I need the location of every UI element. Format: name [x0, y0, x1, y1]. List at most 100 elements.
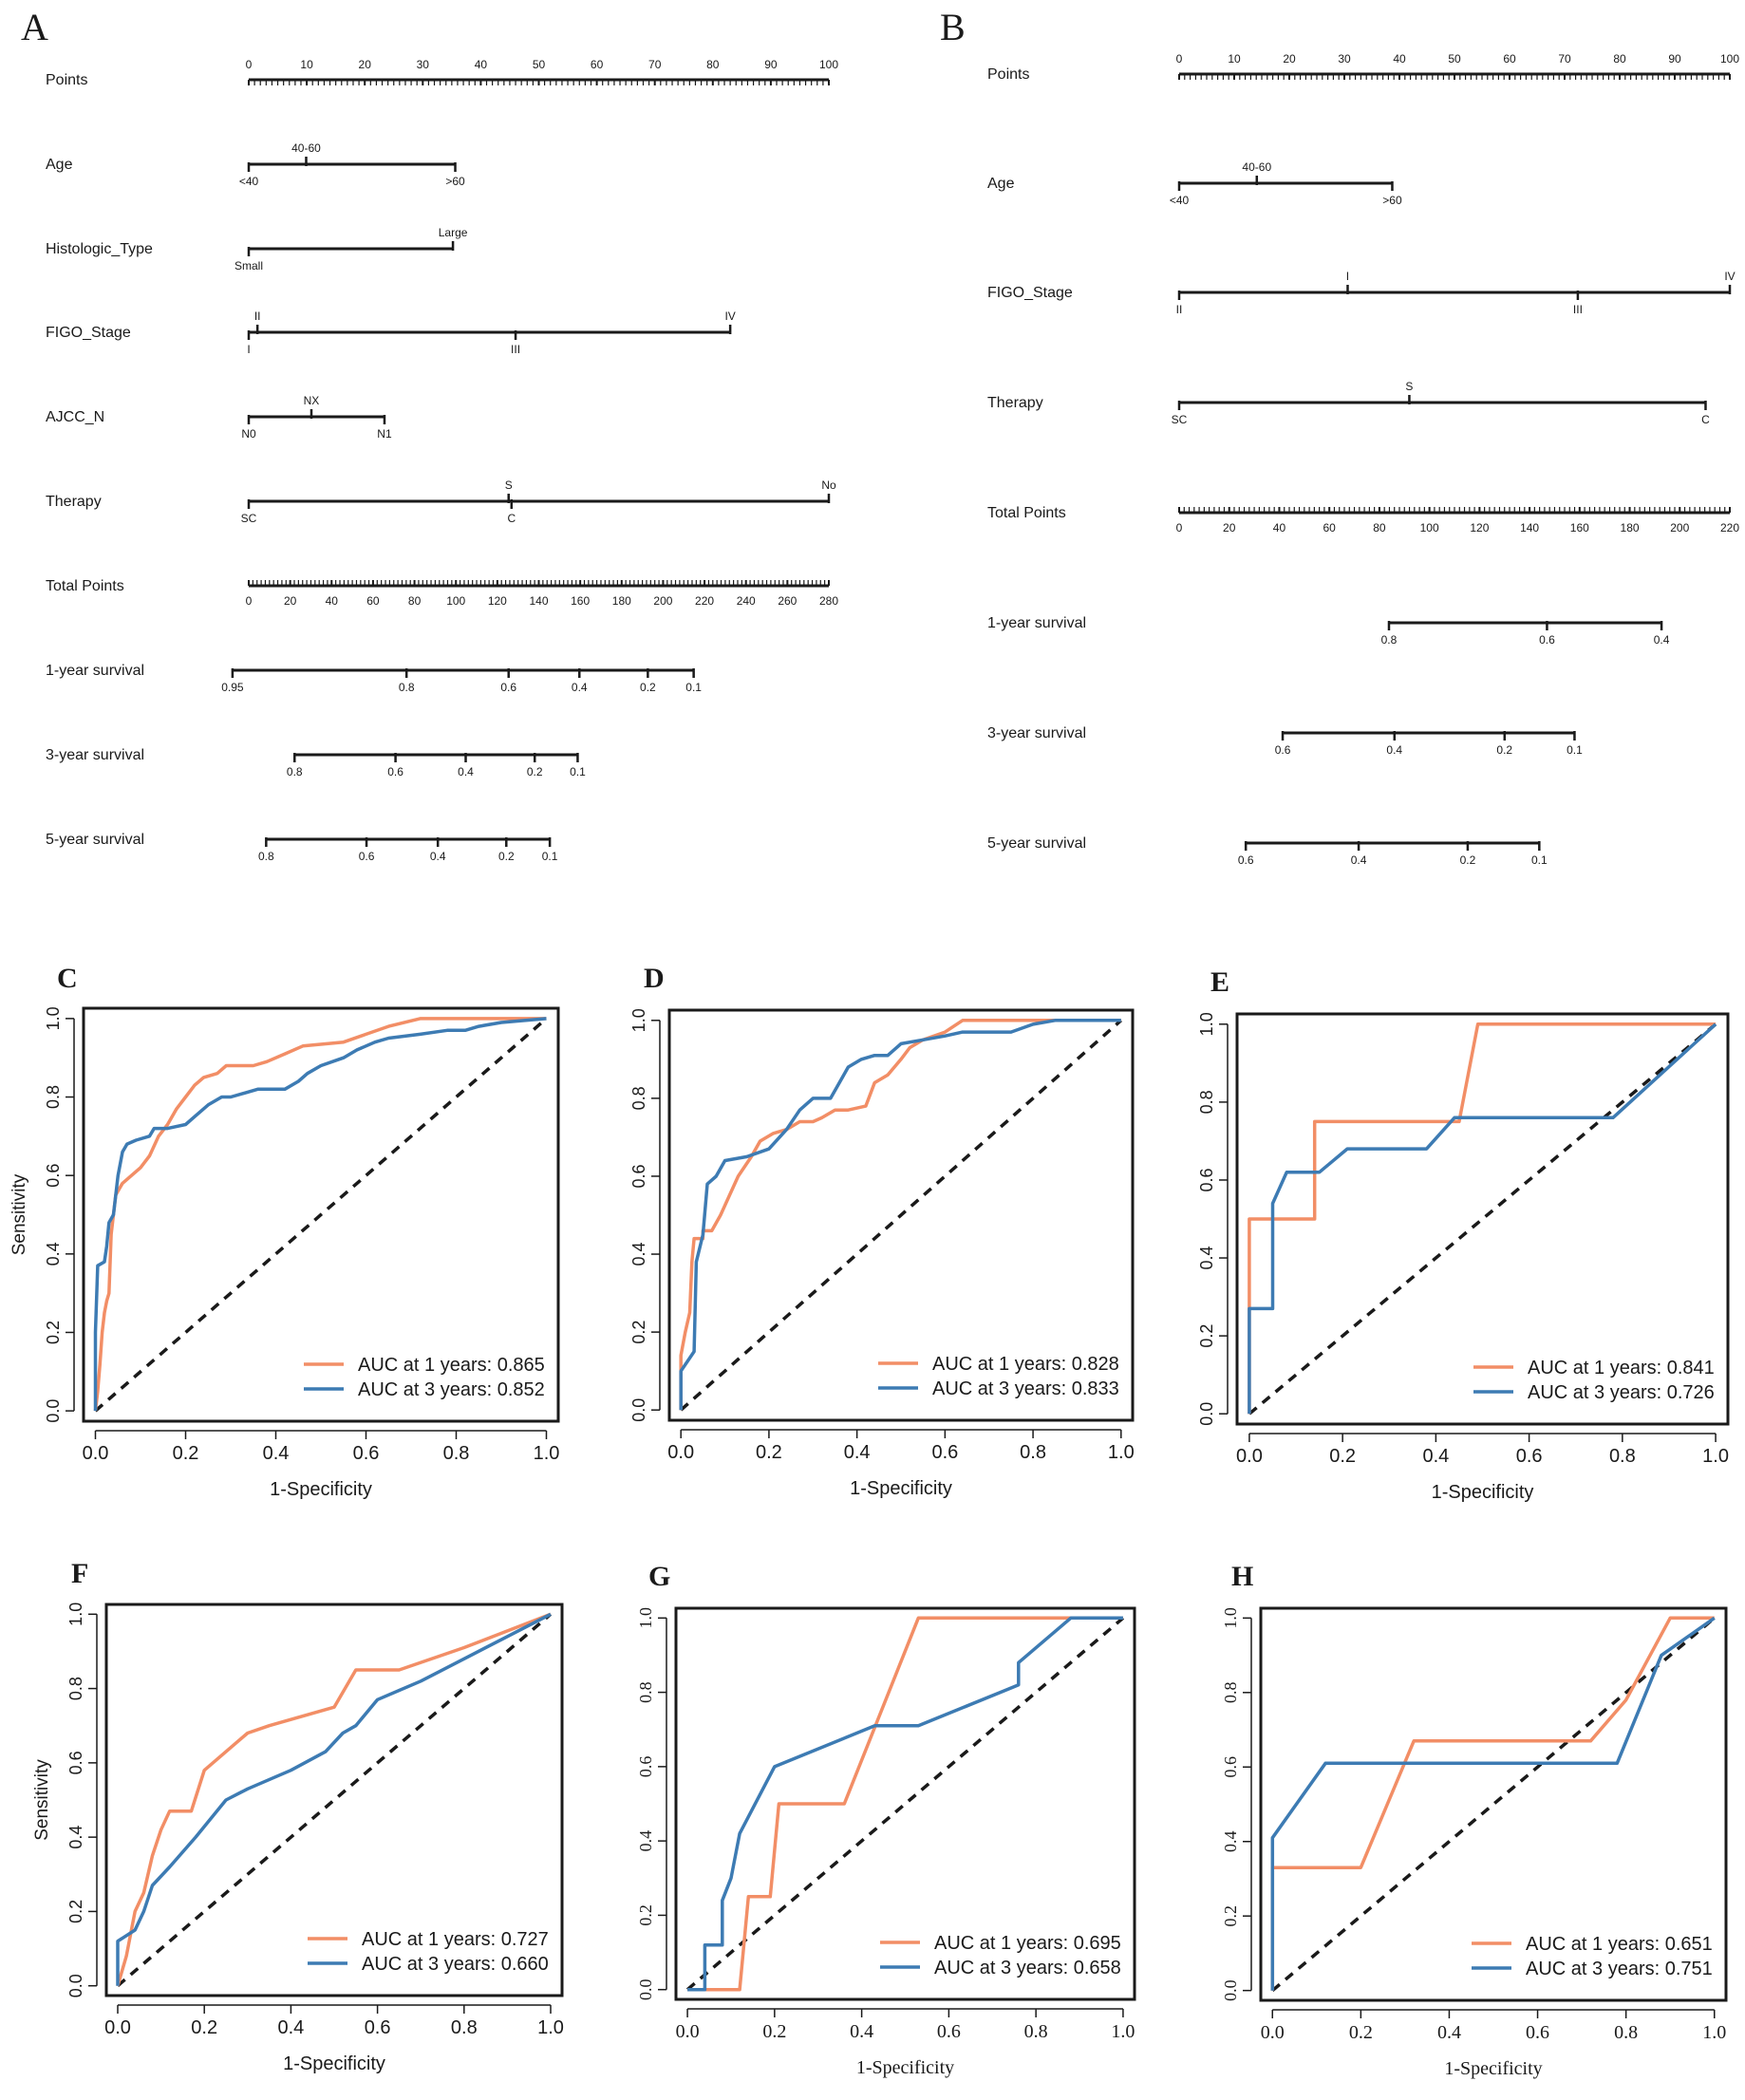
y-tick-label: 1.0	[636, 1607, 655, 1629]
level-label-3-year-survival: 0.4	[458, 765, 474, 778]
x-tick-label: 0.0	[1261, 2022, 1285, 2043]
roc-curve-3-year	[687, 1616, 1123, 1992]
tick-label-total-points: 80	[1373, 521, 1386, 534]
level-label-figo-stage: IV	[724, 309, 735, 323]
tick-label-points: 30	[417, 58, 430, 71]
x-tick-label: 1.0	[534, 1443, 560, 1464]
legend-label-1-year: AUC at 1 years: 0.651	[1526, 1934, 1713, 1955]
level-label-3-year-survival: 0.1	[1567, 743, 1583, 757]
x-axis-label: 1-Specificity	[283, 2053, 385, 2074]
row-label-points: Points	[987, 66, 1029, 83]
roc-panel-g: G 0.0 0.2 0.4 0.6 0.8 1.0 1-Specificity 0.0 0.2 0.…	[636, 1561, 1136, 2078]
level-label-therapy: C	[1701, 413, 1710, 426]
tick-label-total-points: 280	[819, 594, 838, 608]
level-label-histologic-type: Large	[439, 226, 468, 239]
y-tick-label: 0.8	[629, 1086, 648, 1110]
x-axis-label: 1-Specificity	[1444, 2058, 1542, 2079]
level-label-1-year-survival: 0.1	[685, 681, 702, 694]
row-label-total-points: Total Points	[46, 578, 124, 594]
level-label-5-year-survival: 0.1	[1531, 853, 1548, 867]
level-label-5-year-survival: 0.4	[1351, 853, 1367, 867]
x-tick-label: 0.4	[844, 1442, 871, 1463]
row-label-therapy: Therapy	[46, 494, 102, 510]
level-label-therapy: S	[505, 478, 513, 492]
plot-frame	[674, 1606, 1136, 2001]
level-label-5-year-survival: 0.8	[258, 850, 274, 863]
y-tick-label: 0.8	[1197, 1090, 1216, 1114]
y-tick-label: 0.2	[66, 1900, 85, 1923]
level-label-figo-stage: III	[511, 343, 520, 356]
roc-panel-f: F 0.0 0.2 0.4 0.6 0.8 1.0 1-Specificity 0.0 0.2 0.…	[32, 1558, 564, 2074]
level-label-figo-stage: I	[1346, 270, 1349, 283]
tick-label-total-points: 20	[1223, 521, 1236, 534]
y-tick-label: 0.2	[636, 1904, 655, 1926]
y-tick-label: 0.0	[44, 1399, 63, 1423]
level-label-3-year-survival: 0.6	[1275, 743, 1291, 757]
roc-curve-3-year	[116, 1612, 552, 1986]
level-label-age: <40	[1170, 194, 1190, 207]
x-tick-label: 0.8	[443, 1443, 470, 1464]
y-tick-label: 0.6	[1197, 1168, 1216, 1191]
roc-panel-h: H 0.0 0.2 0.4 0.6 0.8 1.0 1-Specificity 0.0 0.2 0.…	[1221, 1561, 1728, 2079]
tick-label-total-points: 120	[488, 594, 507, 608]
level-label-3-year-survival: 0.2	[527, 765, 543, 778]
tick-label-points: 40	[1393, 52, 1406, 66]
level-label-age: 40-60	[291, 141, 321, 155]
legend-label-3-year: AUC at 3 years: 0.852	[358, 1379, 545, 1400]
x-tick-label: 1.0	[1702, 2022, 1726, 2043]
legend-label-3-year: AUC at 3 years: 0.660	[362, 1954, 549, 1975]
reference-diagonal	[94, 1017, 548, 1413]
y-tick-label: 0.8	[636, 1681, 655, 1703]
plot-frame	[104, 1603, 564, 1997]
x-tick-label: 0.2	[173, 1443, 199, 1464]
y-axis-label: Sensitivity	[9, 1173, 29, 1255]
roc-curve-1-year	[116, 1612, 552, 1987]
level-label-3-year-survival: 0.4	[1386, 743, 1402, 757]
tick-label-total-points: 20	[284, 594, 297, 608]
tick-label-points: 50	[1448, 52, 1461, 66]
row-label-3-year-survival: 3-year survival	[46, 747, 144, 763]
legend-label-3-year: AUC at 3 years: 0.658	[934, 1958, 1121, 1978]
level-label-figo-stage: III	[1573, 303, 1583, 316]
x-tick-label: 0.2	[756, 1442, 782, 1463]
level-label-5-year-survival: 0.2	[498, 850, 515, 863]
y-tick-label: 0.0	[1221, 1979, 1240, 2001]
y-tick-label: 0.6	[636, 1756, 655, 1778]
panel-letter-g: G	[648, 1561, 670, 1592]
x-axis-label: 1-Specificity	[856, 2057, 954, 2078]
legend-label-1-year: AUC at 1 years: 0.865	[358, 1355, 545, 1376]
level-label-5-year-survival: 0.4	[430, 850, 446, 863]
level-label-3-year-survival: 0.1	[570, 765, 586, 778]
panel-letter-e: E	[1210, 966, 1229, 998]
y-tick-label: 0.2	[44, 1321, 63, 1344]
level-label-ajcc-n: N0	[241, 427, 256, 441]
reference-diagonal	[680, 1019, 1122, 1412]
panel-letter-f: F	[71, 1558, 88, 1589]
row-label-5-year-survival: 5-year survival	[987, 835, 1086, 852]
reference-diagonal	[1271, 1616, 1716, 1993]
level-label-1-year-survival: 0.4	[1654, 633, 1670, 647]
level-label-ajcc-n: NX	[304, 394, 320, 407]
tick-label-total-points: 160	[1570, 521, 1589, 534]
tick-label-points: 70	[1558, 52, 1571, 66]
reference-diagonal	[1248, 1022, 1717, 1416]
x-tick-label: 0.8	[1024, 2021, 1048, 2042]
x-axis-label: 1-Specificity	[850, 1478, 952, 1499]
roc-curve-3-year	[679, 1019, 1121, 1411]
tick-label-total-points: 200	[653, 594, 672, 608]
tick-label-total-points: 180	[612, 594, 631, 608]
legend-label-3-year: AUC at 3 years: 0.833	[932, 1378, 1119, 1399]
tick-label-points: 10	[1228, 52, 1241, 66]
nomogram-a: A Points 0 10 20 30 40 50 60 70 80 90 100 Age <40 40-60…	[21, 6, 838, 863]
x-tick-label: 0.6	[937, 2021, 961, 2042]
tick-label-total-points: 260	[778, 594, 797, 608]
plot-frame	[82, 1006, 560, 1423]
y-tick-label: 0.2	[1221, 1905, 1240, 1927]
tick-label-points: 100	[819, 58, 838, 71]
row-label-figo-stage: FIGO_Stage	[987, 285, 1073, 301]
level-label-figo-stage: II	[1176, 303, 1183, 316]
tick-label-total-points: 40	[326, 594, 339, 608]
tick-label-total-points: 40	[1273, 521, 1286, 534]
legend-label-3-year: AUC at 3 years: 0.726	[1528, 1382, 1715, 1403]
tick-label-total-points: 180	[1621, 521, 1640, 534]
